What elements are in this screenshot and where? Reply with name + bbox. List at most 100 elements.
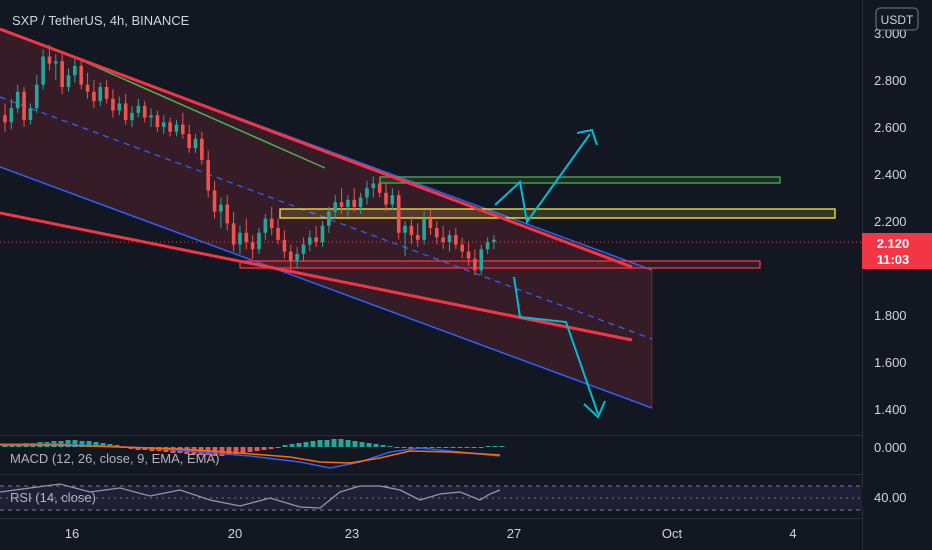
time-tick-label: 20 [228,526,242,541]
macd-bar [303,442,309,447]
macd-label: MACD (12, 26, close, 9, EMA, EMA) [10,451,220,466]
macd-bar [2,445,8,447]
bullish-arrow-head [576,128,598,146]
macd-bar [345,440,351,447]
candle-body [15,91,20,109]
bearish-projection-arrow[interactable] [513,276,599,415]
candle-body [428,218,433,229]
candle-body [3,115,7,123]
candle-body [377,183,382,193]
zone-yellow[interactable] [279,208,836,219]
candle-body [276,228,280,240]
candle-body [41,56,45,85]
rsi-axis-label: 40.00 [874,490,907,505]
rsi-line [0,483,501,509]
macd-bar [261,447,267,450]
candle-body [327,211,331,226]
macd-bar [387,446,393,447]
macd-bar [135,447,141,450]
candle-body [441,237,445,243]
bearish-arrow-head [583,400,606,419]
candle-body [34,84,39,109]
upper-trendline[interactable] [0,27,633,269]
candle-body [104,87,109,99]
macd-bar [324,440,330,447]
candle-body [479,249,484,271]
lower-support-trendline[interactable] [0,211,633,342]
zone-green[interactable] [379,176,781,184]
macd-bar [492,446,498,447]
candle-body [66,75,71,88]
candle-body [181,124,185,135]
macd-bar [485,446,491,447]
candle-body [301,244,306,254]
macd-bar [86,441,92,447]
macd-bar [310,441,316,447]
macd-bar [394,447,400,448]
candle-body [295,253,299,261]
candle-body [403,225,407,233]
price-tag [862,233,932,269]
time-scale[interactable] [0,519,862,550]
candle-body [212,190,217,212]
candle-body [390,195,395,205]
candle-body [155,115,160,127]
time-tick-label: 16 [65,526,79,541]
macd-bar [380,445,386,447]
candle-body [257,232,261,250]
macd-bar [282,445,288,447]
candle-body [73,65,77,76]
macd-bar [268,447,274,449]
candle-body [111,98,115,111]
macd-bar [254,447,260,451]
macd-bar [457,447,463,448]
candle-body [460,244,464,252]
rsi-label: RSI (14, close) [10,490,96,505]
channel-lower-line [0,166,653,409]
macd-bar [296,443,302,447]
candle-body [85,84,90,92]
candle-body [454,235,458,245]
time-tick-label: 23 [345,526,359,541]
candle-body [161,122,166,127]
macd-bar [450,447,456,448]
candle-body [193,138,198,149]
candle-body [206,159,210,191]
macd-bar [352,441,358,447]
candle-body [22,91,26,120]
time-scale-ticks: 16 20 23 27 Oct 4 [65,526,797,541]
price-tick-label: 1.800 [874,308,907,323]
candle-body [422,218,426,240]
bullish-projection-arrow[interactable] [494,133,591,225]
macd-bar [471,447,477,448]
candle-body [263,218,268,233]
macd-bar [247,447,253,452]
macd-bar [443,447,449,448]
candle-body [492,239,496,243]
macd-bar [149,447,155,451]
candle-body [435,228,439,238]
zone-red[interactable] [239,260,761,269]
time-tick-label: Oct [662,526,683,541]
price-tick-label: 2.600 [874,120,907,135]
candle-body [136,105,141,113]
candle-body [365,188,369,198]
candle-body [200,138,204,160]
macd-bar [233,447,239,454]
macd-bar [107,444,113,447]
macd-bar [317,440,323,447]
currency-badge[interactable] [875,7,919,31]
candle-body [98,87,103,102]
candle-body [54,61,58,64]
candle-body [352,199,357,207]
candle-body [396,195,401,233]
macd-bar [226,447,232,455]
candle-body [384,192,388,205]
currency-label: USDT [881,13,914,27]
green-trendline [57,49,326,169]
candle-body [9,108,14,123]
price-tick-label: 2.200 [874,214,907,229]
macd-bar [359,442,365,447]
macd-bar [100,443,106,447]
